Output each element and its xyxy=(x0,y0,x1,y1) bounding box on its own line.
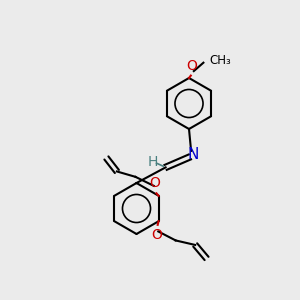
Text: O: O xyxy=(152,228,163,242)
Text: CH₃: CH₃ xyxy=(209,54,231,67)
Text: H: H xyxy=(148,155,158,169)
Text: N: N xyxy=(188,147,199,162)
Text: O: O xyxy=(149,176,161,190)
Text: O: O xyxy=(186,58,197,73)
